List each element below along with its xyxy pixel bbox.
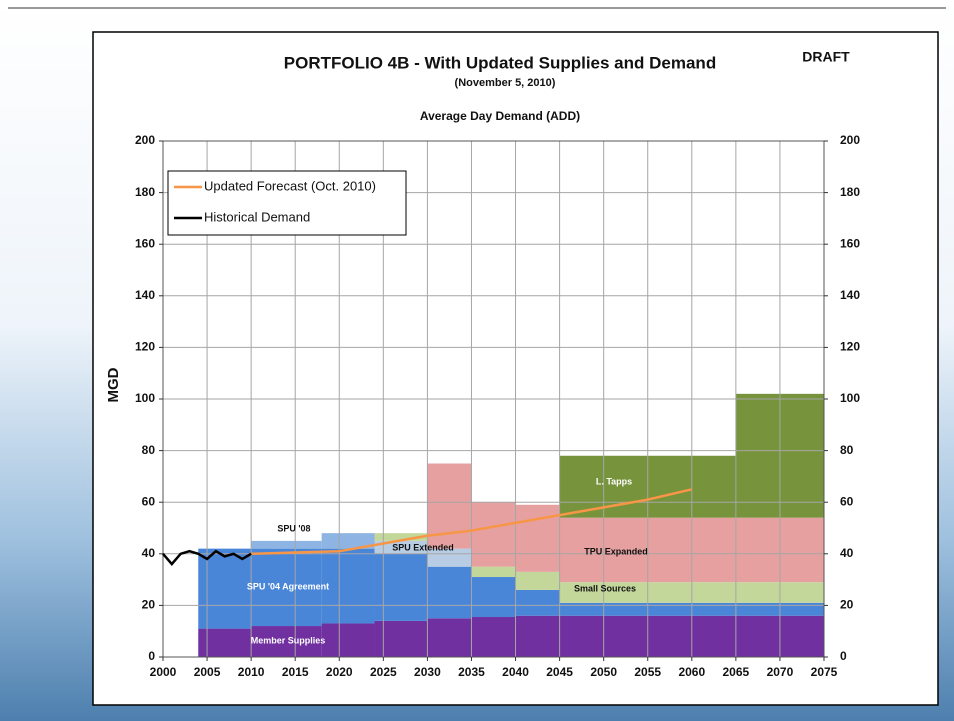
area-label: Member Supplies	[251, 635, 326, 645]
x-tick-label: 2060	[678, 665, 705, 679]
y-tick-label: 20	[142, 598, 156, 612]
y-tick-label: 100	[135, 391, 155, 405]
area-label: Small Sources	[574, 583, 636, 593]
y-tick-label: 140	[135, 288, 155, 302]
area-segment	[251, 548, 322, 627]
area-segment	[374, 553, 428, 621]
area-segment	[471, 502, 516, 567]
y2-tick-label: 140	[840, 288, 860, 302]
area-segment	[471, 617, 516, 657]
x-tick-label: 2020	[326, 665, 353, 679]
area-segment	[471, 577, 516, 618]
y-tick-label: 60	[142, 494, 156, 508]
y2-tick-label: 200	[840, 133, 860, 147]
legend-label: Historical Demand	[204, 209, 310, 224]
area-segment	[427, 548, 472, 567]
y-tick-label: 80	[142, 443, 156, 457]
draft-badge: DRAFT	[802, 49, 850, 65]
x-tick-label: 2075	[811, 665, 838, 679]
x-tick-label: 2050	[590, 665, 617, 679]
area-segment	[198, 628, 252, 657]
line	[162, 549, 252, 567]
y-tick-label: 160	[135, 236, 155, 250]
area-segment	[251, 626, 322, 657]
area-label: L. Tapps	[596, 476, 632, 486]
area-label: TPU Expanded	[584, 546, 648, 556]
x-tick-label: 2005	[194, 665, 221, 679]
y2-tick-label: 80	[840, 443, 854, 457]
area-segment	[321, 623, 375, 657]
x-tick-label: 2010	[238, 665, 265, 679]
line	[251, 488, 693, 556]
area-label: SPU '08	[277, 523, 310, 533]
chart-subtitle: (November 5, 2010)	[455, 77, 556, 89]
area-segment	[374, 540, 428, 554]
area-segment	[515, 571, 560, 590]
y2-tick-label: 100	[840, 391, 860, 405]
x-tick-label: 2045	[546, 665, 573, 679]
y-axis-label: MGD	[105, 367, 122, 402]
legend-box	[167, 170, 407, 236]
x-tick-label: 2040	[502, 665, 529, 679]
area-segment	[515, 615, 560, 657]
area-label: SPU Extended	[392, 542, 454, 552]
x-tick-label: 2015	[282, 665, 309, 679]
x-tick-label: 2055	[634, 665, 661, 679]
area-segment	[515, 504, 560, 572]
legend-label: Updated Forecast (Oct. 2010)	[204, 178, 376, 193]
area-segment	[427, 566, 472, 619]
area-segment	[374, 620, 428, 657]
y2-tick-label: 60	[840, 494, 854, 508]
x-tick-label: 2035	[458, 665, 485, 679]
y2-tick-label: 0	[840, 649, 847, 663]
chart-title: PORTFOLIO 4B - With Updated Supplies and…	[284, 53, 716, 72]
y2-tick-label: 120	[840, 340, 860, 354]
area-segment	[374, 533, 428, 541]
area-segment	[515, 589, 560, 616]
area-segment	[471, 566, 516, 578]
area-segment	[251, 540, 322, 549]
y2-tick-label: 20	[840, 598, 854, 612]
area-segment	[321, 548, 375, 624]
x-tick-label: 2030	[414, 665, 441, 679]
area-segment	[198, 548, 252, 629]
chart-caption: Average Day Demand (ADD)	[420, 109, 580, 123]
area-segment	[427, 618, 472, 657]
y-tick-label: 180	[135, 185, 155, 199]
y-tick-label: 120	[135, 340, 155, 354]
area-segment	[321, 533, 375, 549]
y-tick-label: 40	[142, 546, 156, 560]
x-tick-label: 2025	[370, 665, 397, 679]
y-tick-label: 0	[148, 649, 155, 663]
area-label: SPU '04 Agreement	[247, 581, 329, 591]
y2-tick-label: 40	[840, 546, 854, 560]
x-tick-label: 2065	[723, 665, 750, 679]
y2-tick-label: 180	[840, 185, 860, 199]
x-tick-label: 2000	[150, 665, 177, 679]
x-tick-label: 2070	[767, 665, 794, 679]
y2-tick-label: 160	[840, 236, 860, 250]
y-tick-label: 200	[135, 133, 155, 147]
